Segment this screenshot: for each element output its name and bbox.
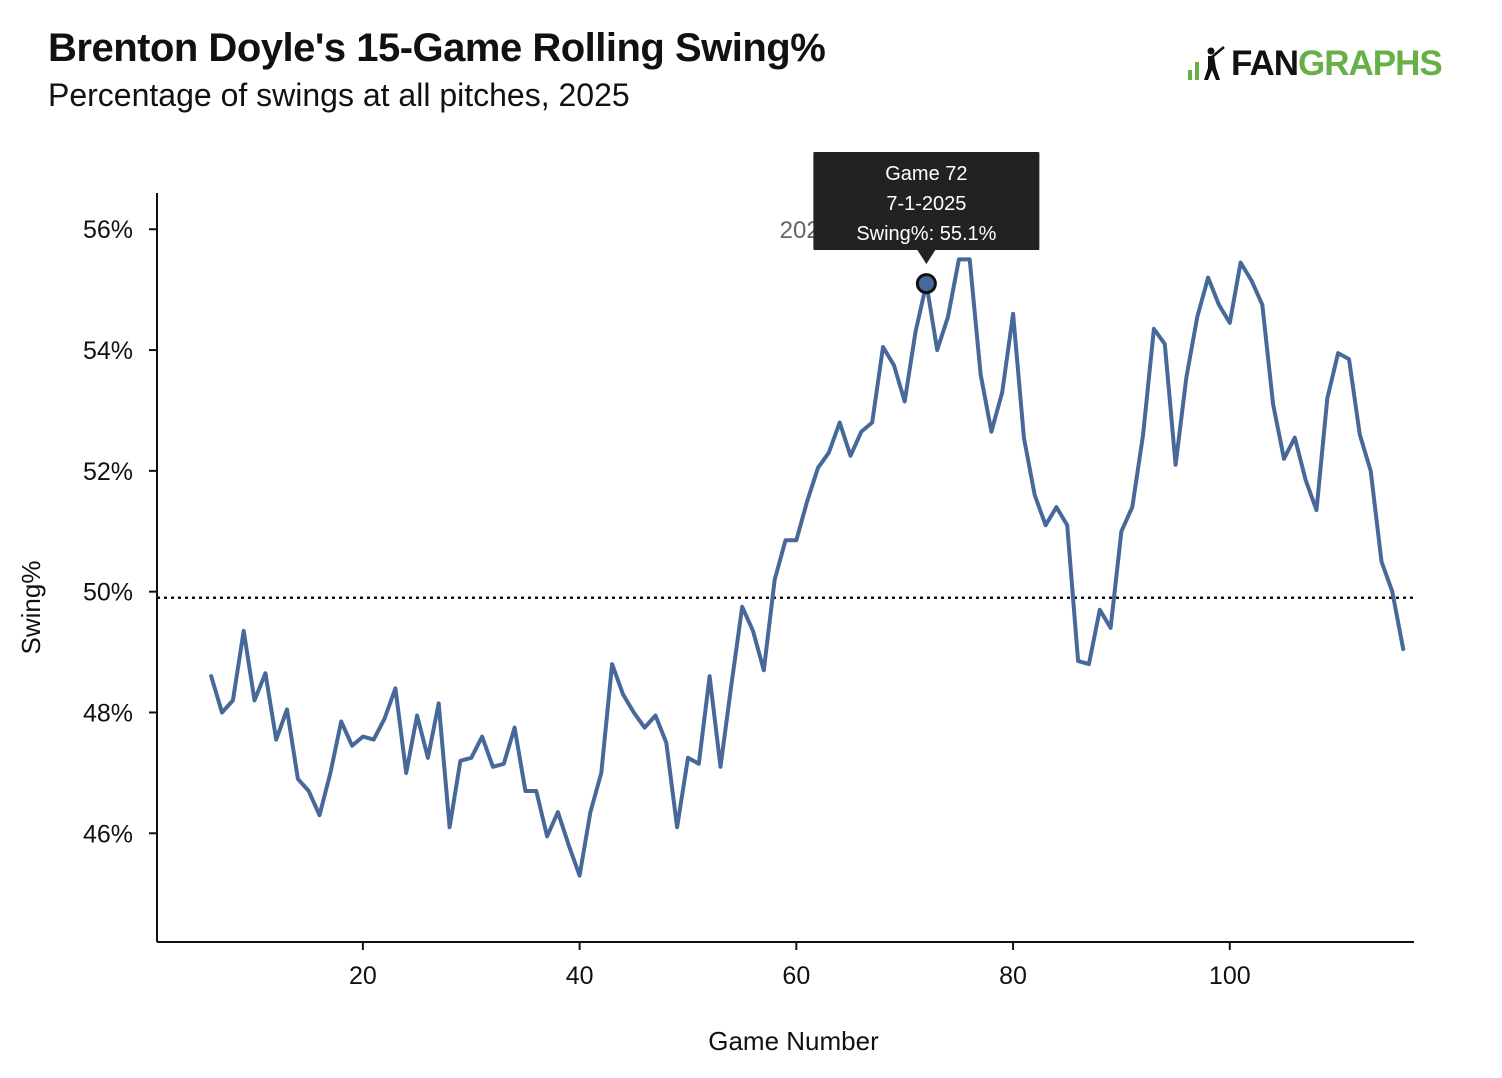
logo-text-fan: FAN (1231, 44, 1299, 83)
x-tick-label: 20 (349, 962, 377, 990)
y-tick-label: 50% (83, 579, 133, 607)
x-axis-title: Game Number (708, 1026, 879, 1056)
tooltip-date: 7-1-2025 (886, 193, 966, 215)
x-tick-label: 80 (999, 962, 1027, 990)
y-tick-label: 46% (83, 820, 133, 848)
tooltip-game: Game 72 (885, 163, 967, 185)
x-tick-label: 100 (1209, 962, 1251, 990)
tooltip-box (813, 152, 1040, 250)
fangraphs-batter-icon (1188, 46, 1225, 80)
x-tick-label: 60 (782, 962, 810, 990)
chart-title: Brenton Doyle's 15-Game Rolling Swing% (48, 26, 826, 70)
logo-text-graphs: GRAPHS (1298, 44, 1443, 83)
y-tick-label: 56% (83, 216, 133, 244)
x-tick-label: 40 (566, 962, 594, 990)
chart-subtitle: Percentage of swings at all pitches, 202… (48, 77, 630, 113)
y-tick-label: 48% (83, 699, 133, 727)
highlight-point (915, 273, 937, 295)
series-line (209, 257, 1406, 878)
y-tick-label: 54% (83, 337, 133, 365)
fangraphs-logo[interactable]: FAN GRAPHS (1188, 44, 1443, 84)
tooltip-value: Swing%: 55.1% (856, 223, 996, 245)
y-tick-label: 52% (83, 458, 133, 486)
y-axis-title: Swing% (16, 561, 46, 655)
tooltip-pointer (917, 250, 936, 264)
